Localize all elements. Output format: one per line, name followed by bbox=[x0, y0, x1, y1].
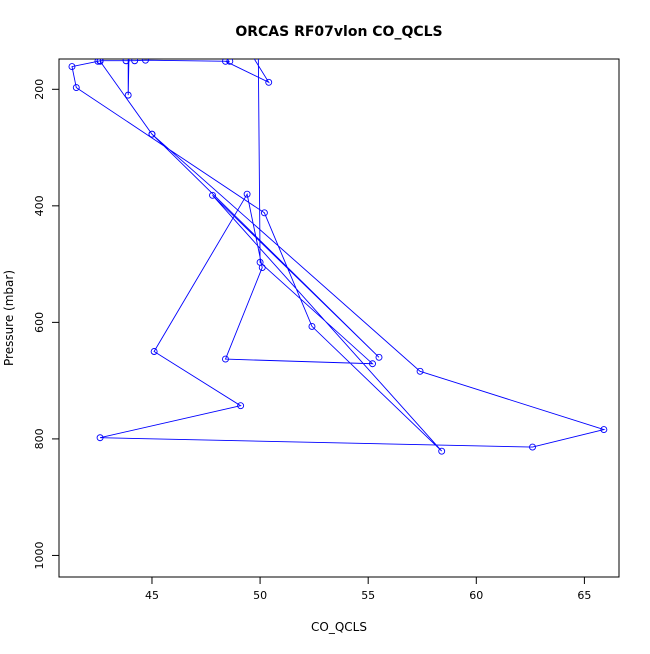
data-point bbox=[124, 91, 132, 99]
x-tick-label: 50 bbox=[253, 589, 267, 602]
data-point bbox=[94, 59, 102, 65]
x-axis-label: CO_QCLS bbox=[311, 620, 367, 634]
y-tick-label: 1000 bbox=[33, 541, 46, 569]
data-point bbox=[209, 191, 216, 199]
x-tick-label: 55 bbox=[361, 589, 375, 602]
y-tick-label: 800 bbox=[33, 428, 46, 449]
data-point bbox=[265, 78, 273, 86]
data-point bbox=[243, 190, 251, 198]
data-point bbox=[256, 258, 264, 266]
data-point bbox=[150, 348, 158, 355]
data-point bbox=[375, 353, 383, 361]
data-point bbox=[237, 402, 245, 410]
data-point bbox=[260, 209, 268, 217]
y-tick-label: 600 bbox=[33, 312, 46, 333]
data-point bbox=[96, 434, 104, 442]
series-line bbox=[71, 59, 606, 452]
data-point bbox=[255, 5, 261, 11]
data-point bbox=[131, 59, 139, 65]
data-point bbox=[122, 59, 130, 65]
data-point bbox=[142, 59, 149, 64]
data-point bbox=[438, 447, 446, 455]
data-point bbox=[308, 322, 316, 330]
x-tick-label: 65 bbox=[577, 589, 591, 602]
x-axis: 45 50 55 60 65 bbox=[145, 577, 591, 602]
series-layer bbox=[68, 5, 608, 455]
y-axis: 200 400 600 800 1000 bbox=[33, 79, 59, 569]
data-point bbox=[369, 360, 376, 368]
chart-title: ORCAS RF07vlon CO_QCLS bbox=[235, 24, 442, 40]
y-axis-label: Pressure (mbar) bbox=[2, 270, 16, 366]
y-tick-label: 200 bbox=[33, 79, 46, 100]
data-point bbox=[148, 130, 156, 138]
data-point bbox=[600, 426, 608, 434]
data-point bbox=[72, 84, 80, 92]
data-point bbox=[226, 59, 234, 65]
y-tick-label: 400 bbox=[33, 195, 46, 216]
x-tick-label: 45 bbox=[145, 589, 159, 602]
data-point bbox=[416, 367, 424, 375]
data-point bbox=[227, 16, 233, 22]
data-point bbox=[222, 355, 229, 363]
plot-frame bbox=[58, 58, 620, 578]
data-point bbox=[529, 443, 536, 451]
data-point bbox=[68, 63, 76, 71]
data-point bbox=[222, 59, 229, 65]
data-point bbox=[96, 59, 104, 65]
x-tick-label: 60 bbox=[469, 589, 483, 602]
